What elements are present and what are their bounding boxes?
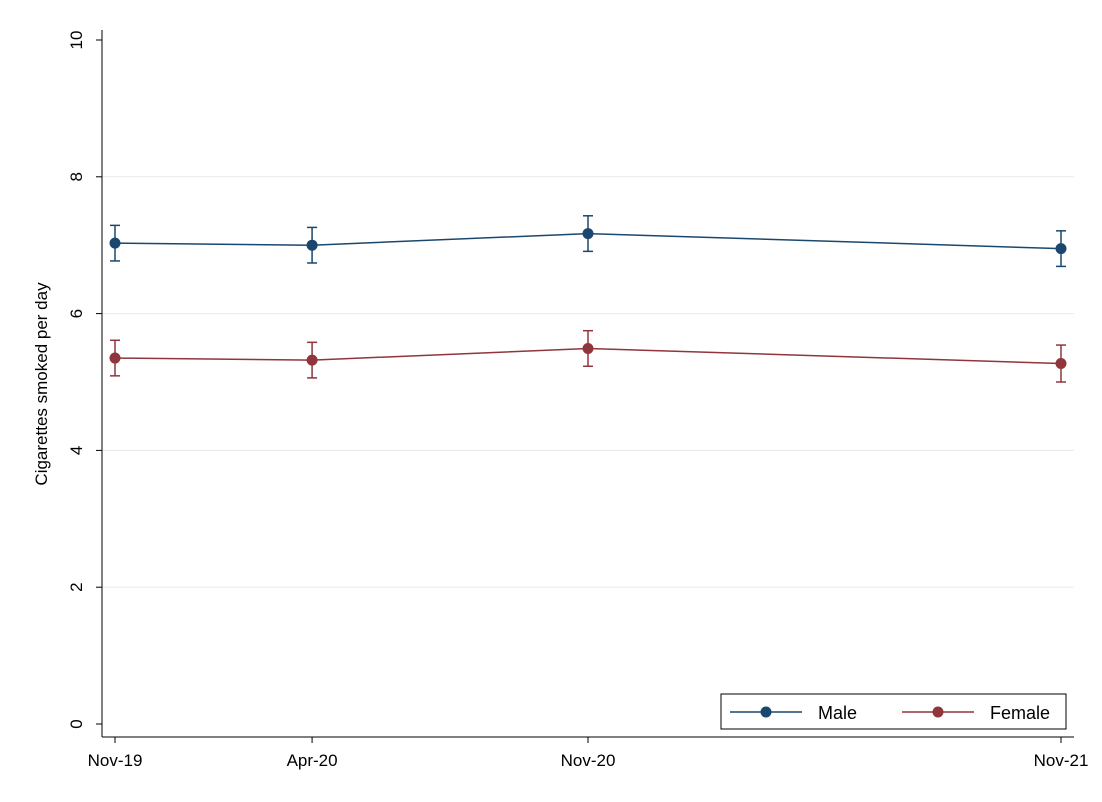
y-tick-label: 2 <box>67 582 86 591</box>
series-male <box>109 215 1067 268</box>
series-line <box>114 232 1062 250</box>
data-point <box>306 354 318 366</box>
y-tick-label: 6 <box>67 309 86 318</box>
x-ticks: Nov-19 Apr-20 Nov-20 Nov-21 <box>88 737 1089 770</box>
data-point <box>1055 358 1067 370</box>
x-tick-label: Apr-20 <box>287 751 338 770</box>
y-ticks: 0 2 4 6 8 10 <box>67 31 102 729</box>
data-point <box>582 342 594 354</box>
gridlines <box>103 176 1074 588</box>
data-point <box>109 237 121 249</box>
axes <box>101 30 1074 738</box>
legend-marker-female <box>932 706 944 718</box>
y-axis-title: Cigarettes smoked per day <box>32 282 51 486</box>
x-tick-label: Nov-20 <box>561 751 616 770</box>
data-point <box>582 228 594 240</box>
data-point <box>306 239 318 251</box>
data-point <box>109 352 121 364</box>
legend-label-male: Male <box>818 703 857 723</box>
y-tick-label: 8 <box>67 172 86 181</box>
y-tick-label: 10 <box>67 31 86 50</box>
legend-box <box>720 693 1067 730</box>
data-point <box>1055 243 1067 255</box>
legend-marker-male <box>760 706 772 718</box>
series-line <box>114 347 1062 365</box>
legend-label-female: Female <box>990 703 1050 723</box>
series <box>109 215 1067 383</box>
y-tick-label: 0 <box>67 719 86 728</box>
y-tick-label: 4 <box>67 446 86 455</box>
series-female <box>109 329 1067 383</box>
x-tick-label: Nov-19 <box>88 751 143 770</box>
x-tick-label: Nov-21 <box>1034 751 1089 770</box>
legend: Male Female <box>720 693 1067 730</box>
